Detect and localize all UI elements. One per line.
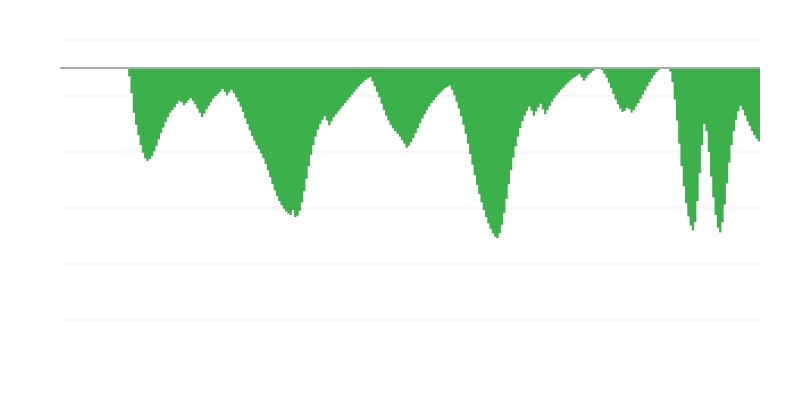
series-area-drawdown xyxy=(60,68,760,239)
chart-series-area xyxy=(60,68,760,239)
